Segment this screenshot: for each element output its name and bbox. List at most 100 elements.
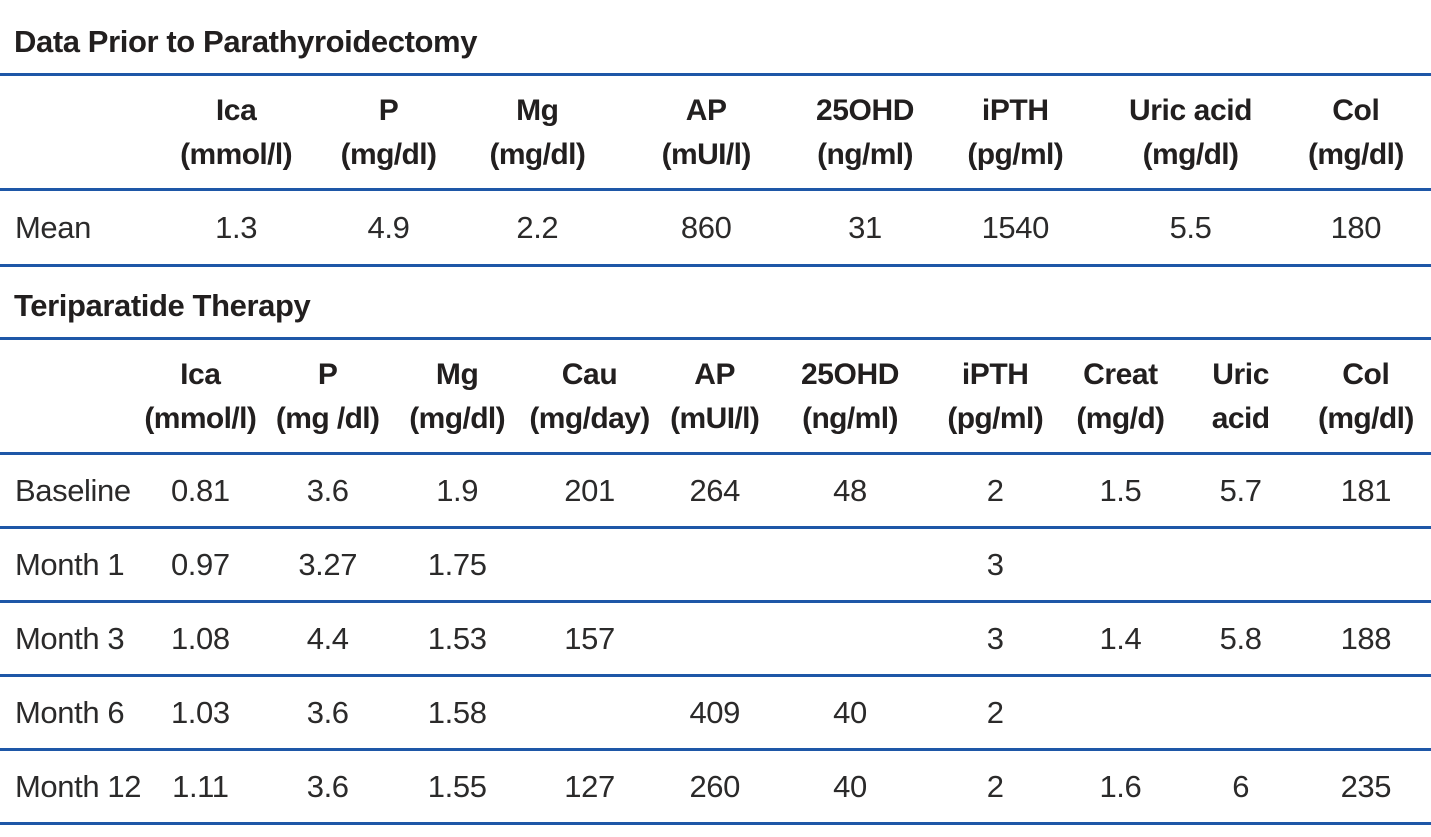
- col-unit-ipth: (pg/ml): [930, 394, 1061, 455]
- cell: 3: [930, 601, 1061, 677]
- cell: 1540: [930, 189, 1101, 267]
- cell: 235: [1300, 749, 1431, 825]
- cell: 1.53: [394, 601, 520, 677]
- col-header-p: P: [314, 73, 463, 130]
- row-label: Month 12: [0, 749, 141, 825]
- col-header-mg: Mg: [394, 337, 520, 394]
- table-row-month-3: Month 3 1.08 4.4 1.53 157 3 1.4 5.8 188: [0, 601, 1431, 677]
- col-header-empty: [0, 337, 141, 394]
- cell: 5.5: [1100, 189, 1281, 267]
- table-row-mean: Mean 1.3 4.9 2.2 860 31 1540 5.5 180: [0, 189, 1431, 267]
- cell: 409: [659, 675, 770, 751]
- col-unit-col: (mg/dl): [1300, 394, 1431, 455]
- cell: 2: [930, 675, 1061, 751]
- cell: [1180, 527, 1301, 603]
- col-header-uric: Uric: [1180, 337, 1301, 394]
- cell: [1060, 675, 1181, 751]
- table-title-prior-to-parathyroidectomy: Data Prior to Parathyroidectomy: [14, 24, 478, 59]
- cell: 2.2: [462, 189, 613, 267]
- col-unit-ica: (mmol/l): [157, 130, 315, 191]
- cell: 181: [1300, 453, 1431, 529]
- table-prior-to-parathyroidectomy: Ica P Mg AP 25OHD iPTH Uric acid Col (mmol/l) (mg…: [0, 73, 1431, 267]
- col-header-25ohd: 25OHD: [769, 337, 931, 394]
- cell: 860: [612, 189, 800, 267]
- col-header-ap: AP: [612, 73, 800, 130]
- cell: [659, 601, 770, 677]
- col-unit-empty: [0, 394, 141, 455]
- cell: 1.5: [1060, 453, 1181, 529]
- col-header-mg: Mg: [462, 73, 613, 130]
- header-names-row: Ica P Mg Cau AP 25OHD iPTH Creat Uric Col: [0, 337, 1431, 394]
- cell: 3: [930, 527, 1061, 603]
- col-unit-empty: [0, 130, 158, 191]
- cell: 3.6: [260, 675, 395, 751]
- cell: 0.81: [140, 453, 261, 529]
- col-header-ica: Ica: [140, 337, 261, 394]
- col-unit-mg: (mg/dl): [462, 130, 613, 191]
- col-unit-creat: (mg/d): [1060, 394, 1181, 455]
- cell: 1.08: [140, 601, 261, 677]
- cell: [1300, 675, 1431, 751]
- cell: 31: [799, 189, 931, 267]
- col-unit-uric: acid: [1180, 394, 1301, 455]
- row-label: Month 3: [0, 601, 141, 677]
- cell: [769, 601, 931, 677]
- cell: [519, 675, 660, 751]
- col-header-empty: [0, 73, 158, 130]
- cell: 2: [930, 749, 1061, 825]
- cell: 1.03: [140, 675, 261, 751]
- col-header-ica: Ica: [157, 73, 315, 130]
- col-unit-cau: (mg/day): [519, 394, 660, 455]
- section-teriparatide-therapy: Teriparatide Therapy Ica P Mg Cau AP 25OHD iPT…: [0, 267, 1431, 825]
- cell: 3.6: [260, 453, 395, 529]
- col-unit-ipth: (pg/ml): [930, 130, 1101, 191]
- col-unit-p: (mg/dl): [314, 130, 463, 191]
- cell: 3.6: [260, 749, 395, 825]
- table-row-month-12: Month 12 1.11 3.6 1.55 127 260 40 2 1.6 6 235: [0, 749, 1431, 825]
- header-units-row: (mmol/l) (mg /dl) (mg/dl) (mg/day) (mUI/l) (n…: [0, 394, 1431, 455]
- table-row-month-1: Month 1 0.97 3.27 1.75 3: [0, 527, 1431, 603]
- header-units-row: (mmol/l) (mg/dl) (mg/dl) (mUI/l) (ng/ml) (pg/…: [0, 130, 1431, 191]
- row-label: Month 1: [0, 527, 141, 603]
- row-label: Month 6: [0, 675, 141, 751]
- col-header-p: P: [260, 337, 395, 394]
- cell: 4.4: [260, 601, 395, 677]
- cell: 6: [1180, 749, 1301, 825]
- col-header-cau: Cau: [519, 337, 660, 394]
- col-header-ap: AP: [659, 337, 770, 394]
- cell: 1.75: [394, 527, 520, 603]
- cell: 260: [659, 749, 770, 825]
- col-unit-mg: (mg/dl): [394, 394, 520, 455]
- cell: 1.55: [394, 749, 520, 825]
- cell: 1.6: [1060, 749, 1181, 825]
- cell: 1.4: [1060, 601, 1181, 677]
- table-row-month-6: Month 6 1.03 3.6 1.58 409 40 2: [0, 675, 1431, 751]
- cell: [1180, 675, 1301, 751]
- col-unit-p: (mg /dl): [260, 394, 395, 455]
- col-header-creat: Creat: [1060, 337, 1181, 394]
- row-label: Baseline: [0, 453, 141, 529]
- section-prior-to-parathyroidectomy: Data Prior to Parathyroidectomy Ica P Mg AP…: [0, 0, 1431, 267]
- cell: 188: [1300, 601, 1431, 677]
- cell: 157: [519, 601, 660, 677]
- col-header-col: Col: [1280, 73, 1431, 130]
- col-header-ipth: iPTH: [930, 337, 1061, 394]
- row-label: Mean: [0, 189, 158, 267]
- cell: 40: [769, 749, 931, 825]
- cell: [769, 527, 931, 603]
- cell: 0.97: [140, 527, 261, 603]
- cell: 1.3: [157, 189, 315, 267]
- cell: 127: [519, 749, 660, 825]
- cell: 1.58: [394, 675, 520, 751]
- col-header-uric-acid: Uric acid: [1100, 73, 1281, 130]
- table-row-baseline: Baseline 0.81 3.6 1.9 201 264 48 2 1.5 5.7 181: [0, 453, 1431, 529]
- col-unit-col: (mg/dl): [1280, 130, 1431, 191]
- cell: 1.9: [394, 453, 520, 529]
- table-teriparatide-therapy: Ica P Mg Cau AP 25OHD iPTH Creat Uric Col (mmol/l)…: [0, 337, 1431, 825]
- table-title-teriparatide-therapy: Teriparatide Therapy: [14, 288, 311, 323]
- cell: [519, 527, 660, 603]
- cell: [1300, 527, 1431, 603]
- cell: 5.8: [1180, 601, 1301, 677]
- col-unit-ap: (mUI/l): [612, 130, 800, 191]
